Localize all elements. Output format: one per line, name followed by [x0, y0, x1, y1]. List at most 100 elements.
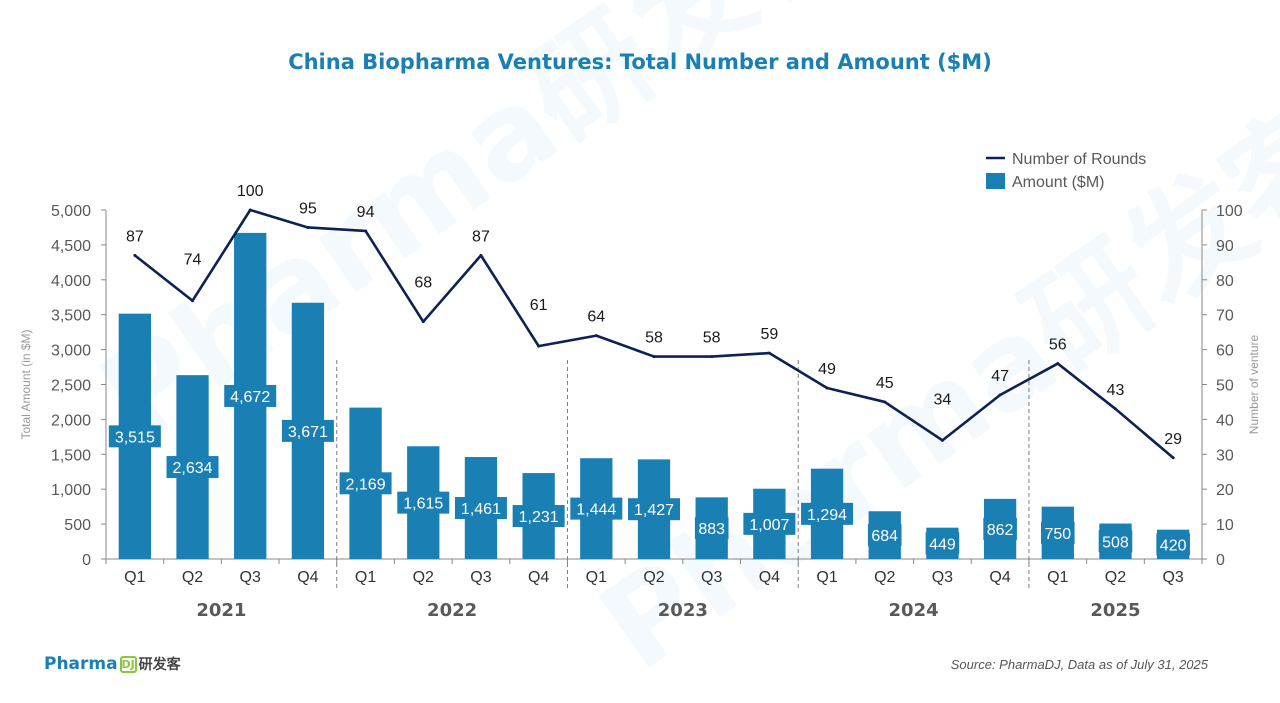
line-data-label: 58: [645, 330, 663, 347]
line-data-label: 29: [1164, 431, 1182, 448]
bar-data-label: 1,427: [634, 502, 674, 519]
line-data-label: 43: [1107, 382, 1125, 399]
line-point: [248, 208, 252, 212]
bar-label-box: [743, 512, 796, 535]
line-point: [883, 400, 887, 404]
line-data-label: 64: [587, 309, 605, 326]
line-data-label: 49: [818, 361, 836, 378]
bar-data-label: 508: [1102, 534, 1129, 551]
left-axis-tick-label: 4,500: [51, 238, 91, 255]
line-data-label: 34: [934, 391, 952, 408]
bar-data-label: 1,294: [807, 507, 847, 524]
source-note: Source: PharmaDJ, Data as of July 31, 20…: [950, 657, 1208, 672]
bar-label-box: [454, 497, 507, 520]
x-axis-quarter-label: Q3: [470, 569, 491, 586]
left-axis-tick-label: 2,000: [51, 412, 91, 429]
x-axis-quarter-label: Q2: [182, 569, 203, 586]
bar-data-label: 420: [1160, 537, 1187, 554]
line-data-label: 68: [414, 275, 432, 292]
x-axis-quarter-label: Q1: [586, 569, 607, 586]
line-data-label: 87: [126, 228, 144, 245]
x-axis-quarter-label: Q1: [816, 569, 837, 586]
bar-data-label: 449: [929, 536, 956, 553]
x-axis-quarter-label: Q4: [989, 569, 1010, 586]
logo-badge-icon: DJ: [119, 655, 137, 673]
line-point: [825, 386, 829, 390]
bar-label-box: [801, 502, 854, 525]
line-data-label: 56: [1049, 337, 1067, 354]
bar-data-label: 1,461: [461, 501, 501, 518]
line-point: [594, 334, 598, 338]
line-point: [306, 225, 310, 229]
bar-label-box: [1156, 533, 1190, 556]
x-axis-year-label: 2025: [1090, 600, 1140, 621]
x-axis-quarter-label: Q4: [759, 569, 780, 586]
x-axis-quarter-label: Q1: [124, 569, 145, 586]
left-axis-title: Total Amount (in $M): [19, 329, 33, 439]
left-axis-tick-label: 500: [64, 517, 91, 534]
bar-data-label: 684: [871, 528, 898, 545]
line-data-label: 94: [357, 204, 375, 221]
x-axis-quarter-label: Q2: [413, 569, 434, 586]
bar-label-box: [339, 472, 392, 495]
right-axis-tick-label: 40: [1216, 412, 1234, 429]
legend-label: Amount ($M): [1012, 174, 1104, 191]
right-axis-tick-label: 90: [1216, 238, 1234, 255]
line-point: [364, 229, 368, 233]
left-axis-tick-label: 1,500: [51, 447, 91, 464]
bar-data-label: 1,231: [519, 509, 559, 526]
x-axis-quarter-label: Q4: [297, 569, 318, 586]
line-data-label: 45: [876, 375, 894, 392]
line-data-label: 87: [472, 228, 490, 245]
bar-label-box: [983, 517, 1017, 540]
right-axis-tick-label: 60: [1216, 343, 1234, 360]
logo-text: Pharma: [44, 654, 118, 674]
line-point: [421, 320, 425, 324]
left-axis-tick-label: 0: [82, 552, 91, 569]
logo-chinese-text: 研发客: [138, 657, 181, 673]
left-axis-tick-label: 5,000: [51, 203, 91, 220]
bar-label-box: [512, 505, 565, 528]
line-point: [998, 393, 1002, 397]
line-data-label: 61: [530, 297, 548, 314]
bar-data-label: 2,634: [173, 460, 213, 477]
bar-label-box: [224, 384, 277, 407]
x-axis-year-label: 2024: [889, 600, 939, 621]
left-axis-tick-label: 4,000: [51, 273, 91, 290]
line-data-label: 47: [991, 368, 1009, 385]
line-point: [710, 355, 714, 359]
bar-data-label: 750: [1044, 526, 1071, 543]
bar-data-label: 862: [987, 522, 1014, 539]
x-axis-quarter-label: Q3: [240, 569, 261, 586]
bar-label-box: [925, 532, 960, 555]
right-axis-tick-label: 20: [1216, 482, 1234, 499]
line-point: [133, 253, 137, 257]
bar-data-label: 1,007: [749, 517, 789, 534]
bar-data-label: 3,671: [288, 424, 328, 441]
line-point: [652, 355, 656, 359]
x-axis-year-label: 2022: [427, 600, 477, 621]
bar-data-label: 1,615: [403, 496, 443, 513]
line-point: [537, 344, 541, 348]
right-axis-tick-label: 0: [1216, 552, 1225, 569]
x-axis-quarter-label: Q2: [643, 569, 664, 586]
line-data-label: 100: [237, 183, 264, 200]
right-axis-tick-label: 50: [1216, 378, 1234, 395]
right-axis-tick-label: 10: [1216, 517, 1234, 534]
bar-label-box: [281, 419, 334, 442]
x-axis-quarter-label: Q1: [355, 569, 376, 586]
right-axis-tick-label: 70: [1216, 308, 1234, 325]
x-axis-quarter-label: Q3: [1162, 569, 1183, 586]
bar-data-label: 1,444: [576, 502, 616, 519]
x-axis-year-label: 2023: [658, 600, 708, 621]
bar-label-box: [570, 497, 623, 520]
pharmadj-logo: Pharma DJ 研发客: [44, 654, 181, 674]
bar-label-box: [867, 524, 902, 547]
right-axis-tick-label: 80: [1216, 273, 1234, 290]
x-axis-year-label: 2021: [196, 600, 246, 621]
bar-label-box: [1098, 530, 1133, 553]
x-axis-quarter-label: Q2: [1105, 569, 1126, 586]
right-axis-tick-label: 30: [1216, 447, 1234, 464]
line-data-label: 74: [184, 252, 202, 269]
